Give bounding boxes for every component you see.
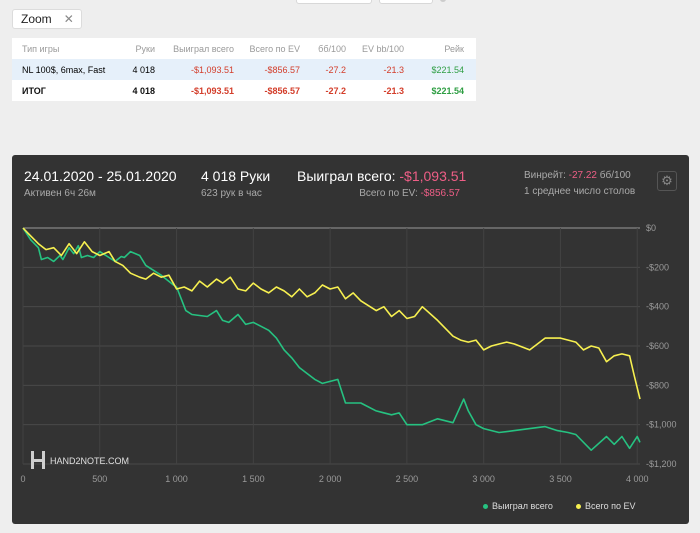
column-header[interactable]: Тип игры: [22, 43, 60, 54]
winrate: Винрейт: -27.22 бб/100: [524, 170, 631, 181]
x-tick-label: 3 000: [472, 474, 495, 484]
legend-marker: [483, 503, 488, 509]
won-series-line: [22, 227, 641, 452]
column-header[interactable]: бб/100: [318, 43, 346, 54]
table-header-row: Тип игры Руки Выиграл всего Всего по EV …: [12, 38, 476, 59]
hand2note-logo: HAND2NOTE.COM: [31, 451, 129, 469]
x-tick-label: 2 000: [319, 474, 342, 484]
stats-table: Тип игры Руки Выиграл всего Всего по EV …: [12, 38, 476, 101]
close-icon[interactable]: ✕: [63, 12, 74, 26]
total-ev: Всего по EV: -$856.57: [359, 188, 460, 199]
y-tick-label: -$200: [646, 262, 669, 272]
logo-text: HAND2NOTE.COM: [50, 456, 129, 466]
y-tick-label: -$1,200: [646, 459, 677, 469]
table-cell: -$1,093.51: [190, 85, 234, 96]
x-tick-label: 2 500: [396, 474, 419, 484]
x-tick-label: 0: [20, 474, 25, 484]
winrate-value: -27.22: [568, 170, 597, 181]
legend-item-ev[interactable]: Всего по EV: [576, 501, 635, 511]
table-cell: 4 018: [132, 64, 155, 75]
x-axis-ticks: 0 500 1 000 1 500 2 000 2 500 3 000 3 500 4 000: [20, 474, 648, 484]
legend-label: Выиграл всего: [492, 501, 553, 511]
profit-graph: $0 -$200 -$400 -$600 -$800 -$1,000 -$1,200 0 50…: [20, 223, 677, 484]
total-won: Выиграл всего: -$1,093.51: [297, 168, 466, 184]
table-cell: $221.54: [431, 85, 464, 96]
table-cell: ИТОГ: [22, 85, 46, 96]
x-tick-label: 3 500: [549, 474, 572, 484]
total-won-value: -$1,093.51: [399, 168, 467, 184]
table-cell: $221.54: [431, 64, 464, 75]
table-cell: -$1,093.51: [190, 64, 234, 75]
hands-count: 4 018 Руки: [201, 168, 271, 184]
column-header[interactable]: Всего по EV: [249, 43, 300, 54]
gear-icon[interactable]: ⚙: [657, 171, 677, 191]
table-cell: -21.3: [383, 64, 404, 75]
toolbar-dot: [440, 0, 446, 2]
x-tick-label: 1 000: [165, 474, 188, 484]
avg-tables: 1 среднее число столов: [524, 186, 636, 197]
table-cell: NL 100$, 6max, Fast: [22, 64, 106, 75]
hands-per-hour: 623 рук в час: [201, 188, 262, 199]
total-won-label: Выиграл всего:: [297, 168, 396, 184]
zoom-chip-label: Zoom: [21, 12, 52, 26]
x-tick-label: 500: [92, 474, 107, 484]
column-header[interactable]: Рейк: [444, 43, 464, 54]
column-header[interactable]: Руки: [135, 43, 155, 54]
y-tick-label: -$1,000: [646, 420, 677, 430]
legend-label: Всего по EV: [585, 501, 636, 511]
legend-item-won[interactable]: Выиграл всего: [483, 501, 553, 511]
graph-panel: 24.01.2020 - 25.01.2020 Активен 6ч 26м 4…: [12, 155, 689, 524]
y-tick-label: -$800: [646, 380, 669, 390]
table-cell: -$856.57: [264, 64, 300, 75]
total-ev-label: Всего по EV:: [359, 188, 418, 199]
column-header[interactable]: Выиграл всего: [173, 43, 234, 54]
chart-series: [22, 227, 641, 452]
table-cell: -27.2: [325, 85, 346, 96]
winrate-label: Винрейт:: [524, 170, 566, 181]
ev-series-line: [22, 227, 641, 400]
zoom-filter-chip[interactable]: Zoom ✕: [12, 9, 82, 29]
table-cell: 4 018: [132, 85, 155, 96]
legend-marker: [576, 503, 581, 509]
chart-grid: [22, 227, 640, 465]
table-row[interactable]: NL 100$, 6max, Fast 4 018 -$1,093.51 -$8…: [12, 59, 476, 80]
y-tick-label: -$600: [646, 341, 669, 351]
toolbar-stub-left: [296, 0, 372, 4]
session-duration: Активен 6ч 26м: [24, 188, 96, 199]
column-header[interactable]: EV bb/100: [361, 43, 404, 54]
winrate-unit: бб/100: [599, 170, 631, 181]
table-cell: -$856.57: [264, 85, 300, 96]
session-dates: 24.01.2020 - 25.01.2020: [24, 168, 177, 184]
total-ev-value: -$856.57: [420, 188, 460, 199]
x-tick-label: 1 500: [242, 474, 265, 484]
y-axis-ticks: $0 -$200 -$400 -$600 -$800 -$1,000 -$1,200: [646, 223, 677, 469]
x-tick-label: 4 000: [626, 474, 649, 484]
table-cell: -27.2: [325, 64, 346, 75]
table-total-row: ИТОГ 4 018 -$1,093.51 -$856.57 -27.2 -21…: [12, 80, 476, 101]
y-tick-label: -$400: [646, 302, 669, 312]
y-tick-label: $0: [646, 223, 656, 233]
table-cell: -21.3: [383, 85, 404, 96]
toolbar-stub-right: [379, 0, 433, 4]
